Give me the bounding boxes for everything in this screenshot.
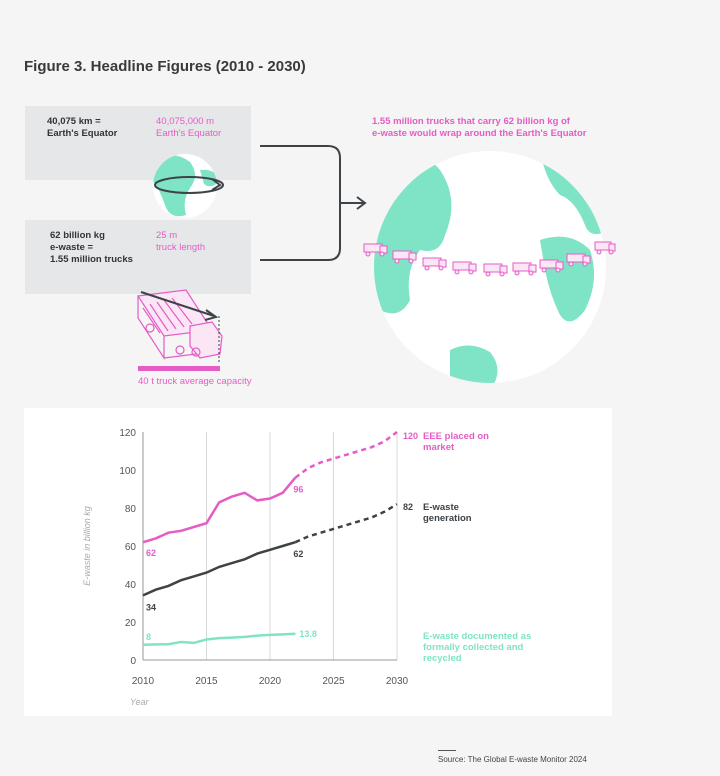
truck-row-icons bbox=[363, 241, 616, 277]
equator-m-label: 40,075,000 m Earth's Equator bbox=[156, 116, 222, 139]
equator-info-box bbox=[25, 106, 251, 180]
ewaste-trucks-label: 62 billion kg e-waste = 1.55 million tru… bbox=[50, 230, 133, 265]
y-tick-label: 40 bbox=[125, 580, 137, 591]
connector-arrow-icon bbox=[260, 145, 367, 261]
series-start-label: 62 bbox=[146, 548, 156, 558]
equator-km-label: 40,075 km = Earth's Equator bbox=[47, 116, 118, 139]
series-end-label: 82 bbox=[403, 502, 413, 512]
legend-label: E-waste documented as formally collected … bbox=[423, 631, 531, 664]
series-end-label: 13.8 bbox=[299, 629, 317, 639]
y-tick-label: 120 bbox=[119, 428, 136, 439]
series-mid-label: 96 bbox=[293, 485, 303, 495]
series-projection-line bbox=[294, 430, 398, 479]
x-tick-label: 2030 bbox=[386, 676, 409, 687]
small-globe-icon bbox=[153, 154, 224, 218]
source-divider bbox=[438, 750, 456, 751]
series-start-label: 34 bbox=[146, 602, 156, 612]
y-tick-label: 100 bbox=[119, 466, 136, 477]
series-projection-line bbox=[294, 503, 398, 544]
x-tick-label: 2025 bbox=[322, 676, 345, 687]
y-tick-label: 20 bbox=[125, 618, 137, 629]
truck-icon bbox=[136, 289, 223, 361]
capacity-bar bbox=[138, 366, 220, 371]
source-note: Source: The Global E-waste Monitor 2024 bbox=[438, 755, 587, 764]
y-tick-label: 0 bbox=[130, 656, 136, 667]
infographic-graphics bbox=[136, 145, 616, 383]
x-tick-label: 2015 bbox=[195, 676, 218, 687]
x-tick-label: 2010 bbox=[132, 676, 155, 687]
chart-panel bbox=[24, 408, 612, 716]
ewaste-info-box bbox=[25, 220, 251, 294]
truck-capacity-label: 40 t truck average capacity bbox=[138, 376, 252, 387]
y-tick-label: 60 bbox=[125, 542, 137, 553]
figure-title: Figure 3. Headline Figures (2010 - 2030) bbox=[24, 58, 306, 75]
series-mid-label: 62 bbox=[293, 549, 303, 559]
y-axis-label: E-waste in billion kg bbox=[82, 506, 92, 586]
x-axis-label: Year bbox=[130, 697, 150, 707]
legend-label: EEE placed on market bbox=[423, 431, 489, 453]
truck-length-label: 25 m truck length bbox=[156, 230, 206, 253]
y-tick-label: 80 bbox=[125, 504, 137, 515]
x-tick-label: 2020 bbox=[259, 676, 282, 687]
series-end-label: 120 bbox=[403, 431, 418, 441]
legend-label: E-waste generation bbox=[423, 502, 472, 524]
truck-length-arrow-icon bbox=[140, 291, 220, 362]
series-line bbox=[142, 476, 297, 544]
trucks-wrap-label: 1.55 million trucks that carry 62 billio… bbox=[372, 116, 587, 139]
series-line bbox=[142, 541, 296, 597]
series-line bbox=[142, 632, 296, 647]
series-start-label: 8 bbox=[146, 632, 151, 642]
